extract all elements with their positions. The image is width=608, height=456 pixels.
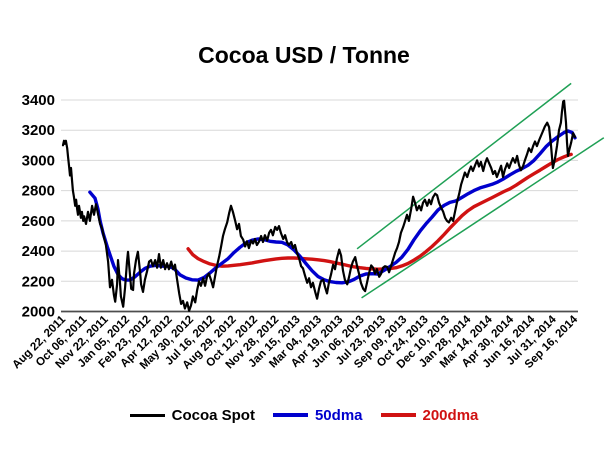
cocoa-spot-line-swatch xyxy=(129,413,165,417)
chart-legend: Cocoa Spot 50dma 200dma xyxy=(0,403,608,427)
y-axis-label: 3000 xyxy=(22,152,55,169)
y-axis-label: 3200 xyxy=(22,122,55,139)
y-axis-label: 2400 xyxy=(22,243,55,260)
200dma-line-swatch xyxy=(380,413,416,417)
legend-label-200dma: 200dma xyxy=(422,406,479,424)
legend-label-50dma: 50dma xyxy=(314,406,363,424)
y-axis-label: 3400 xyxy=(22,92,55,109)
legend-label-cocoa-spot: Cocoa Spot xyxy=(171,406,255,424)
legend-item-50dma: 50dma xyxy=(272,406,363,424)
trendline-upper-channel xyxy=(356,82,572,250)
series-200dma xyxy=(186,152,573,271)
legend-item-200dma: 200dma xyxy=(380,406,479,424)
y-axis-label: 2600 xyxy=(22,213,55,230)
chart-title: Cocoa USD / Tonne xyxy=(198,42,410,68)
legend-item-cocoa-spot: Cocoa Spot xyxy=(129,406,255,424)
50dma-line-swatch xyxy=(272,413,308,417)
trendline-lower-channel xyxy=(361,137,605,299)
series-cocoa-spot xyxy=(61,99,577,312)
y-axis-label: 2800 xyxy=(22,183,55,200)
y-axis-label: 2200 xyxy=(22,273,55,290)
y-axis-label: 2000 xyxy=(22,304,55,321)
